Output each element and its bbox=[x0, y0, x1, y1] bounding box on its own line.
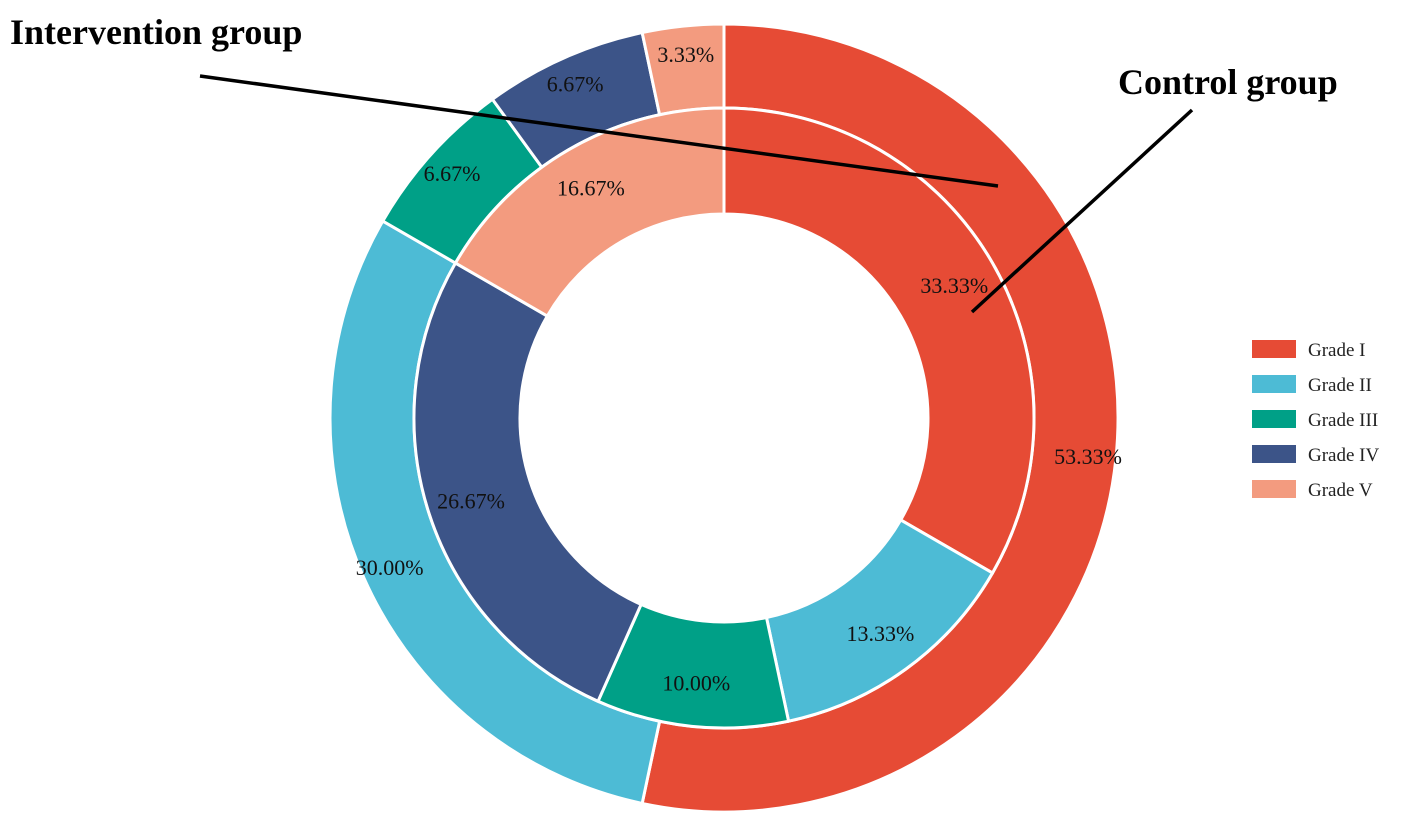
inner-label-grade-v: 16.67% bbox=[557, 176, 625, 201]
inner-slice-grade-v bbox=[453, 106, 726, 319]
legend-label-grade-v: Grade V bbox=[1308, 480, 1373, 501]
legend-swatch-grade-ii bbox=[1252, 375, 1296, 393]
legend-swatch-grade-iv bbox=[1252, 445, 1296, 463]
inner-label-grade-i: 33.33% bbox=[920, 273, 988, 298]
intervention-group-pointer-line bbox=[199, 74, 999, 188]
inner-label-grade-iii: 10.00% bbox=[662, 671, 730, 696]
legend-swatch-grade-iii bbox=[1252, 410, 1296, 428]
outer-label-grade-iii: 6.67% bbox=[424, 161, 481, 186]
control-group-pointer-line bbox=[970, 108, 1194, 314]
legend: Grade I Grade II Grade III Grade IV Grade V bbox=[1252, 340, 1379, 501]
legend-label-grade-ii: Grade II bbox=[1308, 375, 1372, 396]
legend-swatch-grade-v bbox=[1252, 480, 1296, 498]
outer-label-grade-ii: 30.00% bbox=[356, 555, 424, 580]
outer-label-grade-i: 53.33% bbox=[1054, 444, 1122, 469]
legend-swatch-grade-i bbox=[1252, 340, 1296, 358]
legend-label-grade-iv: Grade IV bbox=[1308, 445, 1379, 466]
intervention-group-annotation: Intervention group bbox=[10, 12, 302, 52]
control-group-annotation: Control group bbox=[1118, 62, 1338, 102]
inner-ring-control-group bbox=[412, 106, 1036, 730]
legend-label-grade-i: Grade I bbox=[1308, 340, 1366, 361]
outer-label-grade-v: 3.33% bbox=[657, 42, 714, 67]
outer-label-grade-iv: 6.67% bbox=[547, 72, 604, 97]
legend-label-grade-iii: Grade III bbox=[1308, 410, 1378, 431]
inner-slice-grade-iv bbox=[412, 261, 644, 704]
slice-labels: 33.33% 13.33% 10.00% 26.67% 16.67% 53.33% 30.0… bbox=[356, 42, 1122, 696]
inner-slice-grade-i bbox=[722, 106, 1036, 575]
inner-label-grade-ii: 13.33% bbox=[847, 621, 915, 646]
inner-label-grade-iv: 26.67% bbox=[437, 488, 505, 513]
